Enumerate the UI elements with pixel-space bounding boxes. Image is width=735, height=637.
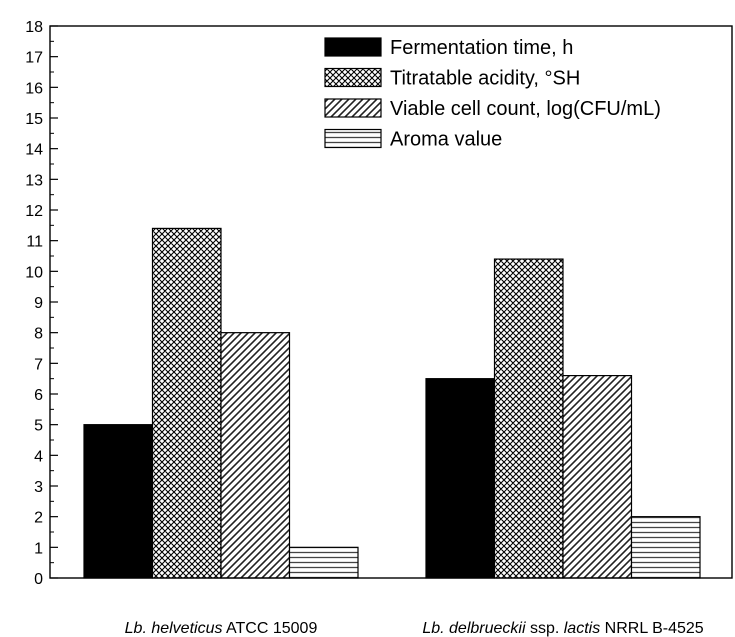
y-tick-label: 15: [25, 111, 43, 128]
legend-swatch-2: [324, 67, 382, 88]
y-tick-label: 16: [25, 80, 43, 97]
y-tick-label: 10: [25, 264, 43, 281]
y-tick-label: 9: [34, 295, 43, 312]
y-tick-label: 8: [34, 326, 43, 343]
x-axis-labels: Lb. helveticus ATCC 15009 Lb. delbrueckii…: [125, 620, 704, 637]
y-tick-label: 6: [34, 387, 43, 404]
y-tick-label: 14: [25, 142, 43, 159]
y-tick-label: 7: [34, 356, 43, 373]
bar-3-1: [220, 332, 291, 579]
x-tick-label-1: Lb. helveticus ATCC 15009: [125, 620, 318, 637]
bar-2-2: [493, 258, 564, 579]
legend-swatch-1: [324, 37, 382, 57]
legend-label-3: Viable cell count, log(CFU/mL): [390, 98, 661, 120]
y-tick-label: 5: [34, 418, 43, 435]
bar-4-1: [288, 546, 359, 579]
y-tick-label: 2: [34, 510, 43, 527]
x-tick-label-2: Lb. delbrueckii ssp. lactis NRRL B-4525: [422, 620, 703, 637]
legend-label-2: Titratable acidity, °SH: [390, 68, 580, 90]
bar-1-2: [425, 378, 496, 579]
bars-group: [83, 227, 701, 579]
y-tick-label: 13: [25, 172, 43, 189]
legend: Fermentation time, h Titratable acidity, …: [324, 37, 661, 151]
y-tick-label: 1: [34, 540, 43, 557]
bar-1-1: [83, 424, 154, 579]
bar-4-2: [630, 516, 701, 579]
bar-2-1: [151, 227, 222, 579]
y-tick-label: 12: [25, 203, 43, 220]
y-tick-label: 4: [34, 448, 43, 465]
y-tick-label: 3: [34, 479, 43, 496]
legend-swatch-3: [324, 98, 382, 118]
y-tick-label: 18: [25, 19, 43, 36]
y-tick-label: 0: [34, 571, 43, 588]
y-tick-label: 11: [26, 234, 43, 251]
legend-swatch-4: [324, 128, 382, 149]
legend-label-4: Aroma value: [390, 129, 502, 151]
bar-3-2: [562, 375, 633, 579]
legend-label-1: Fermentation time, h: [390, 37, 573, 59]
y-tick-label: 17: [25, 50, 43, 67]
